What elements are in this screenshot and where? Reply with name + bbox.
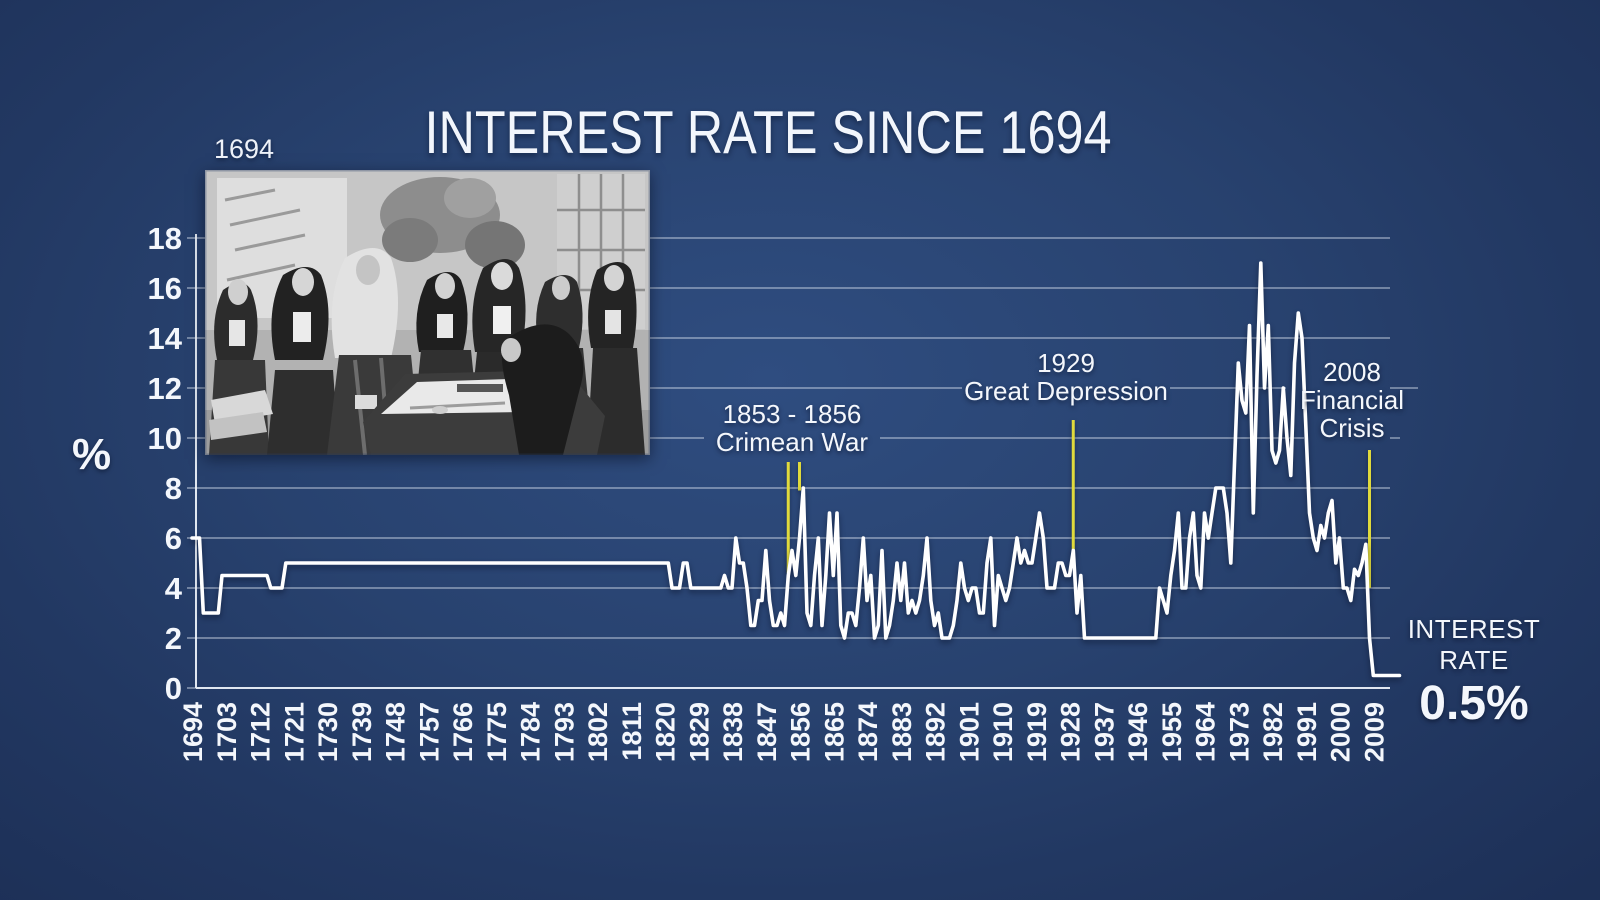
current-rate-callout: INTEREST RATE 0.5% bbox=[1390, 614, 1558, 731]
x-tick-label: 1955 bbox=[1157, 702, 1187, 762]
x-tick-label: 1757 bbox=[414, 702, 444, 762]
x-tick-label: 1793 bbox=[549, 702, 579, 762]
x-tick-label: 1856 bbox=[786, 702, 816, 762]
x-tick-label: 1991 bbox=[1292, 702, 1322, 762]
y-tick-label: 18 bbox=[148, 221, 182, 256]
x-tick-label: 1919 bbox=[1022, 702, 1052, 762]
x-tick-label: 1739 bbox=[347, 702, 377, 762]
x-tick-label: 1865 bbox=[819, 702, 849, 762]
y-tick-label: 6 bbox=[165, 521, 182, 556]
x-tick-label: 1937 bbox=[1089, 702, 1119, 762]
x-tick-label: 1874 bbox=[853, 702, 883, 762]
x-tick-label: 1730 bbox=[313, 702, 343, 762]
y-tick-label: 12 bbox=[148, 371, 182, 406]
inset-image bbox=[205, 170, 650, 455]
annotation-great-depression-line: Great Depression bbox=[964, 376, 1168, 406]
axes bbox=[195, 234, 1390, 689]
x-axis-tick-labels: 1694 1703 1712 1721 1730 1739 1748 1757 1766 1775… bbox=[178, 702, 1389, 762]
page-title: INTEREST RATE SINCE 1694 bbox=[424, 99, 1112, 166]
x-tick-label: 1901 bbox=[954, 702, 984, 762]
annotation-financial-crisis: 2008 Financial Crisis bbox=[1300, 358, 1404, 442]
annotation-great-depression: 1929 Great Depression bbox=[964, 349, 1168, 405]
x-tick-label: 1694 bbox=[178, 702, 208, 762]
current-rate-title: INTEREST RATE bbox=[1407, 614, 1541, 675]
annotation-crimean-war: 1853 - 1856 Crimean War bbox=[716, 400, 868, 456]
event-marker-lines bbox=[786, 420, 1371, 588]
y-tick-label: 16 bbox=[148, 271, 182, 306]
y-tick-label: 8 bbox=[165, 471, 182, 506]
x-tick-label: 1910 bbox=[988, 702, 1018, 762]
x-tick-label: 1883 bbox=[887, 702, 917, 762]
x-tick-label: 1892 bbox=[921, 702, 951, 762]
x-tick-label: 1712 bbox=[246, 702, 276, 762]
y-tick-label: 0 bbox=[165, 671, 182, 706]
x-tick-label: 1982 bbox=[1258, 702, 1288, 762]
x-tick-label: 1784 bbox=[516, 702, 546, 762]
annotation-great-depression-line: 1929 bbox=[1037, 348, 1095, 378]
annotation-financial-crisis-line: Financial bbox=[1299, 385, 1405, 415]
x-tick-label: 1928 bbox=[1056, 702, 1086, 762]
x-tick-label: 1829 bbox=[684, 702, 714, 762]
x-tick-label: 1838 bbox=[718, 702, 748, 762]
y-tick-label: 4 bbox=[165, 571, 183, 606]
x-tick-label: 2009 bbox=[1359, 702, 1389, 762]
x-tick-label: 1964 bbox=[1191, 702, 1221, 762]
x-tick-label: 1802 bbox=[583, 702, 613, 762]
x-tick-label: 1973 bbox=[1224, 702, 1254, 762]
current-rate-value: 0.5% bbox=[1419, 677, 1529, 730]
y-tick-label: 10 bbox=[148, 421, 182, 456]
inset-year-label: 1694 bbox=[214, 134, 275, 164]
x-tick-label: 1721 bbox=[279, 702, 309, 762]
x-tick-label: 1703 bbox=[212, 702, 242, 762]
x-tick-label: 2000 bbox=[1326, 702, 1356, 762]
x-tick-label: 1775 bbox=[482, 702, 512, 762]
y-tick-label: 2 bbox=[165, 621, 182, 656]
annotation-financial-crisis-line: Crisis bbox=[1319, 413, 1385, 443]
x-tick-label: 1811 bbox=[617, 702, 647, 761]
x-tick-label: 1766 bbox=[448, 702, 478, 762]
x-tick-label: 1748 bbox=[381, 702, 411, 762]
y-axis-tick-labels: 0 2 4 6 8 10 12 14 16 18 bbox=[148, 221, 183, 706]
interest-rate-series-line bbox=[190, 261, 1402, 678]
engraving-illustration bbox=[205, 170, 650, 455]
y-axis-unit-label: % bbox=[72, 430, 112, 479]
annotation-crimean-war-line: Crimean War bbox=[715, 427, 869, 457]
x-tick-label: 1820 bbox=[651, 702, 681, 762]
x-tick-label: 1946 bbox=[1123, 702, 1153, 762]
annotation-crimean-war-line: 1853 - 1856 bbox=[722, 399, 862, 429]
annotation-financial-crisis-line: 2008 bbox=[1323, 357, 1381, 387]
y-tick-label: 14 bbox=[148, 321, 183, 356]
x-tick-label: 1847 bbox=[752, 702, 782, 762]
